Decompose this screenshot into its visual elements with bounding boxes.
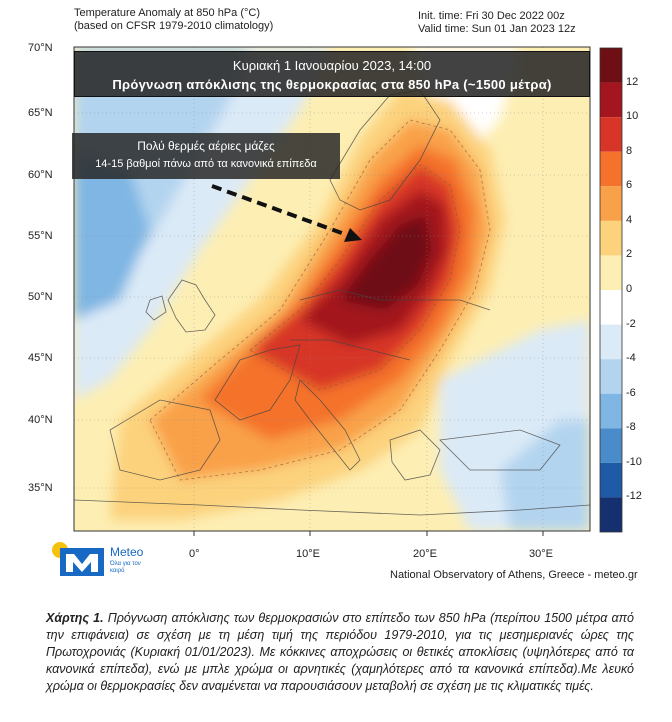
callout-title: Πολύ θερμές αέριες μάζες xyxy=(137,139,275,153)
warm-air-arrowhead xyxy=(344,228,362,242)
meteo-logo: Meteo Όλα για τον καιρό xyxy=(52,542,162,576)
banner-subtitle: Πρόγνωση απόκλισης της θερμοκρασίας στα … xyxy=(112,77,552,92)
colorbar-segment xyxy=(600,359,622,394)
banner-date: Κυριακή 1 Ιανουαρίου 2023, 14:00 xyxy=(232,58,432,73)
caption-head: Χάρτης 1. xyxy=(46,611,104,625)
forecast-times: Init. time: Fri 30 Dec 2022 00z Valid ti… xyxy=(418,10,576,36)
coastline-greece xyxy=(389,429,441,481)
colorbar-label: 0 xyxy=(626,283,633,295)
negative-anomaly-area xyxy=(74,150,150,320)
country-borders xyxy=(299,289,491,311)
colorbar xyxy=(600,48,622,532)
colorbar-segment xyxy=(600,255,622,290)
colorbar-label: -10 xyxy=(626,455,642,468)
colorbar-label: 8 xyxy=(626,144,633,157)
coastline-britain xyxy=(167,279,216,333)
colorbar-label: -4 xyxy=(626,352,636,365)
callout-detail: 14-15 βαθμοί πάνω από τα κανονικά επίπεδ… xyxy=(95,158,317,170)
lat-label: 55°N xyxy=(28,230,53,242)
coastline-iberia xyxy=(109,399,221,481)
country-borders xyxy=(290,339,411,361)
warm-air-arrow xyxy=(211,184,351,238)
lat-label: 60°N xyxy=(28,169,53,181)
colorbar-label: -12 xyxy=(626,490,642,503)
logo-tagline: Όλα για τον καιρό xyxy=(110,561,141,574)
anomaly-contour xyxy=(249,164,461,391)
colorbar-segment xyxy=(600,428,622,463)
lon-label: 0° xyxy=(189,548,200,560)
logo-mark-icon xyxy=(60,548,104,576)
colorbar-segment xyxy=(600,151,622,187)
lon-label: 10°E xyxy=(296,548,320,560)
lat-label: 50°N xyxy=(28,291,53,303)
lat-label: 40°N xyxy=(28,414,53,426)
colorbar-segment xyxy=(600,82,622,118)
colorbar-label: 10 xyxy=(626,110,639,123)
coastline-turkey xyxy=(439,429,561,471)
positive-anomaly-area xyxy=(340,215,432,310)
colorbar-segment xyxy=(600,186,622,221)
init-time: Init. time: Fri 30 Dec 2022 00z xyxy=(418,10,565,22)
map-frame xyxy=(73,46,591,532)
lat-label: 65°N xyxy=(28,107,53,119)
lon-label: 20°E xyxy=(413,548,437,560)
colorbar-frame xyxy=(599,47,623,533)
forecast-banner: Κυριακή 1 Ιανουαρίου 2023, 14:00 Πρόγνωσ… xyxy=(74,51,590,97)
map-title-line2: (based on CFSR 1979-2010 climatology) xyxy=(74,20,274,32)
lon-label: 30°E xyxy=(529,548,553,560)
negative-anomaly-area xyxy=(500,420,590,531)
coastline-scandinavia xyxy=(329,89,441,211)
colorbar-label: -6 xyxy=(626,386,636,399)
lat-label: 70°N xyxy=(28,42,53,54)
anomaly-field xyxy=(74,47,590,531)
colorbar-segment xyxy=(600,117,622,152)
map-title: Temperature Anomaly at 850 hPa (°C) (bas… xyxy=(74,7,273,33)
colorbar-label: 6 xyxy=(626,179,633,192)
colorbar-label: -2 xyxy=(626,317,636,330)
coastline-north-africa xyxy=(74,499,590,516)
map-title-line1: Temperature Anomaly at 850 hPa (°C) xyxy=(74,7,260,19)
colorbar-segment xyxy=(600,48,622,83)
valid-time: Valid time: Sun 01 Jan 2023 12z xyxy=(418,23,576,35)
coastline-italy xyxy=(294,379,361,471)
lat-label: 35°N xyxy=(28,482,53,494)
caption-body: Πρόγνωση απόκλισης των θερμοκρασιών στο … xyxy=(46,611,634,693)
colorbar-segment xyxy=(600,220,622,256)
colorbar-segment xyxy=(600,324,622,360)
source-credit: National Observatory of Athens, Greece -… xyxy=(390,569,638,581)
colorbar-segment xyxy=(600,290,622,325)
colorbar-label: 12 xyxy=(626,75,639,88)
colorbar-segment xyxy=(600,462,622,498)
lat-label: 45°N xyxy=(28,352,53,364)
anomaly-contour xyxy=(149,119,491,481)
colorbar-label: 4 xyxy=(626,213,633,226)
figure-caption: Χάρτης 1. Πρόγνωση απόκλισης των θερμοκρ… xyxy=(46,610,634,695)
colorbar-segment xyxy=(600,393,622,429)
colorbar-segment xyxy=(600,497,622,532)
colorbar-label: 2 xyxy=(626,248,633,261)
colorbar-label: -8 xyxy=(626,421,636,434)
coastline-ireland xyxy=(145,295,167,321)
coastline-france xyxy=(214,344,301,421)
warm-air-callout: Πολύ θερμές αέριες μάζες 14-15 βαθμοί πά… xyxy=(72,133,340,179)
logo-brand: Meteo xyxy=(110,545,144,559)
